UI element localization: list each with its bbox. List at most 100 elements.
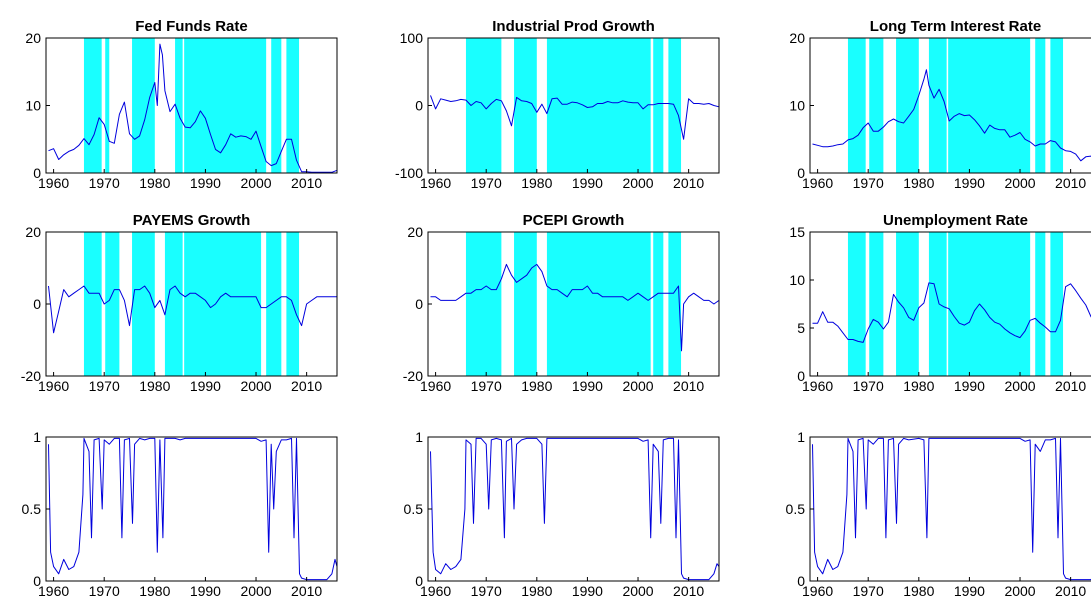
shaded-period-7 — [286, 38, 300, 173]
x-tick-label: 1960 — [38, 583, 69, 599]
x-tick-label: 1990 — [190, 378, 221, 394]
subplot-title: Long Term Interest Rate — [870, 18, 1041, 35]
shaded-period-1 — [83, 38, 102, 173]
x-tick-label: 2010 — [1055, 583, 1086, 599]
x-tick-label: 1980 — [903, 378, 934, 394]
x-tick-label: 1980 — [903, 175, 934, 191]
x-tick-label: 1970 — [89, 378, 120, 394]
x-tick-label: 2010 — [673, 378, 704, 394]
x-tick-label: 1980 — [903, 583, 934, 599]
shaded-period-1 — [847, 232, 866, 376]
shaded-period-1 — [83, 232, 102, 376]
series-line — [48, 437, 338, 581]
x-tick-label: 2010 — [673, 583, 704, 599]
shaded-period-5 — [184, 232, 262, 376]
shaded-period-2 — [514, 232, 537, 376]
x-tick-label: 1980 — [139, 378, 170, 394]
y-tick-label: 0.5 — [786, 501, 806, 517]
y-tick-label: -20 — [21, 368, 41, 384]
x-tick-label: 1980 — [521, 175, 552, 191]
y-tick-label: 1 — [415, 429, 423, 445]
x-tick-label: 1960 — [38, 175, 69, 191]
y-tick-label: 10 — [25, 98, 41, 114]
x-tick-label: 1990 — [572, 583, 603, 599]
shaded-period-3 — [132, 232, 155, 376]
x-tick-label: 2010 — [673, 175, 704, 191]
y-tick-label: 0 — [415, 296, 423, 312]
x-tick-label: 2000 — [240, 378, 271, 394]
shaded-period-1 — [465, 232, 502, 376]
x-tick-label: 1990 — [190, 583, 221, 599]
x-tick-label: 1970 — [471, 175, 502, 191]
subplot-8: 1960 1970 1980 1990 2000 2010 0 0.5 1 — [404, 429, 720, 599]
x-tick-label: 2000 — [1004, 378, 1035, 394]
y-tick-label: 0 — [33, 165, 41, 181]
shaded-period-5 — [668, 38, 682, 173]
x-tick-label: 2000 — [622, 378, 653, 394]
shaded-period-2 — [869, 38, 884, 173]
x-tick-label: 1990 — [954, 378, 985, 394]
y-tick-label: 20 — [25, 224, 41, 240]
y-tick-label: 0 — [797, 573, 805, 589]
shaded-period-5 — [668, 232, 682, 376]
shaded-period-2 — [869, 232, 884, 376]
subplot-title: Unemployment Rate — [883, 212, 1028, 229]
axes-frame — [809, 231, 1091, 377]
shaded-period-3 — [546, 232, 651, 376]
shaded-period-6 — [271, 38, 282, 173]
shaded-period-3 — [896, 232, 919, 376]
shaded-period-4 — [653, 38, 664, 173]
y-tick-label: 100 — [400, 30, 424, 46]
series-line — [430, 95, 720, 140]
x-tick-label: 1970 — [471, 583, 502, 599]
shaded-period-4 — [175, 38, 183, 173]
series-line — [812, 69, 1091, 162]
y-tick-label: 1 — [33, 429, 41, 445]
x-tick-label: 2010 — [291, 583, 322, 599]
x-tick-label: 1970 — [853, 378, 884, 394]
y-tick-label: 10 — [789, 98, 805, 114]
y-tick-label: 15 — [789, 224, 805, 240]
x-tick-label: 1990 — [572, 175, 603, 191]
shaded-period-3 — [132, 38, 155, 173]
x-tick-label: 2000 — [1004, 583, 1035, 599]
series-line — [812, 437, 1091, 581]
x-tick-label: 2000 — [1004, 175, 1035, 191]
shaded-period-1 — [847, 38, 866, 173]
subplot-2: 1960 1970 1980 1990 2000 2010 -100 0 100 Industri… — [395, 18, 720, 191]
x-tick-label: 1970 — [853, 175, 884, 191]
shaded-period-3 — [896, 38, 919, 173]
y-tick-label: 0 — [415, 98, 423, 114]
shaded-period-6 — [266, 232, 282, 376]
shaded-period-6 — [1035, 232, 1046, 376]
shaded-period-4 — [928, 38, 947, 173]
x-tick-label: 1990 — [572, 378, 603, 394]
shaded-period-5 — [184, 38, 267, 173]
subplot-4: 1960 1970 1980 1990 2000 2010 -20 0 20 PAYEMS Gro… — [21, 212, 338, 394]
y-tick-label: 0 — [797, 165, 805, 181]
x-tick-label: 2010 — [291, 378, 322, 394]
subplot-5: 1960 1970 1980 1990 2000 2010 -20 0 20 PCEPI Grow… — [403, 212, 720, 394]
shaded-period-2 — [514, 38, 537, 173]
x-tick-label: 1960 — [420, 175, 451, 191]
subplot-title: Fed Funds Rate — [135, 18, 248, 35]
x-tick-label: 1980 — [521, 378, 552, 394]
subplot-1: 1960 1970 1980 1990 2000 2010 0 10 20 Fed Funds R… — [25, 18, 338, 191]
shaded-period-2 — [105, 38, 110, 173]
x-tick-label: 1960 — [802, 175, 833, 191]
y-tick-label: 0 — [415, 573, 423, 589]
x-tick-label: 1970 — [89, 175, 120, 191]
x-tick-label: 1990 — [954, 583, 985, 599]
x-tick-label: 1970 — [89, 583, 120, 599]
subplot-9: 1960 1970 1980 1990 2000 2010 0 0.5 1 — [786, 429, 1091, 599]
shaded-period-4 — [653, 232, 664, 376]
y-tick-label: 0 — [33, 296, 41, 312]
subplot-3: 1960 1970 1980 1990 2000 2010 0 10 20 Long Term I… — [789, 18, 1091, 191]
x-tick-label: 1960 — [420, 378, 451, 394]
x-tick-label: 1990 — [954, 175, 985, 191]
series-line — [48, 43, 338, 173]
y-tick-label: 5 — [797, 320, 805, 336]
x-tick-label: 2000 — [240, 175, 271, 191]
y-tick-label: -100 — [395, 165, 423, 181]
x-tick-label: 2010 — [1055, 175, 1086, 191]
